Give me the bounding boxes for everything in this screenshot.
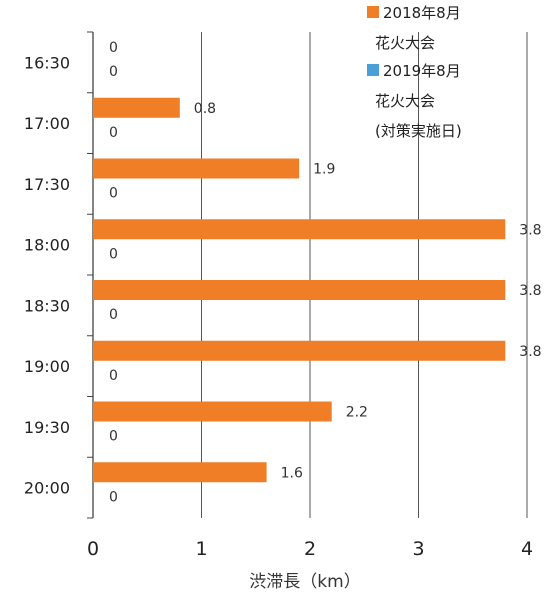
data-label-2019: 0 — [109, 246, 118, 262]
category-label: 18:00 — [24, 236, 70, 255]
x-tick-label-1: 1 — [195, 538, 207, 560]
data-label-2018: 0.8 — [194, 101, 216, 117]
category-label: 16:30 — [24, 53, 70, 72]
category-label: 19:30 — [24, 418, 70, 437]
legend-text-1: 花火大会 — [375, 92, 435, 110]
data-label-2019: 0 — [109, 307, 118, 323]
data-label-2019: 0 — [109, 64, 118, 80]
category-label: 19:00 — [24, 357, 70, 376]
axes — [87, 31, 94, 519]
bars — [93, 97, 506, 483]
x-tick-label-3: 3 — [412, 538, 424, 560]
legend-swatch-0 — [367, 6, 379, 18]
legend-swatch-1 — [367, 64, 379, 76]
data-label-2019: 0 — [109, 186, 118, 202]
data-label-2019: 0 — [109, 489, 118, 505]
category-label: 20:00 — [24, 479, 70, 498]
labels: 0 1 2 3 4 16:30 0 0 17:00 0.8 0 17:30 1.9 0 18:00 3.8 0 1… — [24, 40, 542, 560]
data-label-2018: 2.2 — [346, 405, 368, 421]
category-label: 17:30 — [24, 175, 70, 194]
bar-2018-19:30 — [93, 401, 332, 422]
data-label-2018: 1.9 — [313, 162, 335, 178]
x-tick-label-4: 4 — [521, 538, 533, 560]
data-label-2018: 0 — [109, 40, 118, 56]
legend-text-1: (対策実施日) — [375, 122, 462, 140]
category-label: 17:00 — [24, 114, 70, 133]
data-label-2018: 3.8 — [519, 283, 541, 299]
x-tick-label-2: 2 — [304, 538, 316, 560]
x-axis-title: 渋滞長（km） — [249, 572, 360, 592]
bar-2018-17:30 — [93, 158, 300, 179]
category-label: 18:30 — [24, 296, 70, 315]
bar-2018-18:30 — [93, 280, 506, 300]
bar-2018-18:00 — [93, 219, 506, 240]
legend-text-0: 2018年8月 — [383, 4, 461, 22]
bar-2018-20:00 — [93, 462, 267, 483]
data-label-2019: 0 — [109, 368, 118, 384]
x-tick-label-0: 0 — [87, 538, 99, 560]
data-label-2018: 1.6 — [281, 465, 303, 481]
bar-2018-19:00 — [93, 340, 506, 361]
data-label-2019: 0 — [109, 429, 118, 445]
legend-text-1: 2019年8月 — [383, 62, 461, 80]
legend-text-0: 花火大会 — [375, 34, 435, 52]
bar-2018-17:00 — [93, 97, 180, 118]
data-label-2018: 3.8 — [519, 344, 541, 360]
data-label-2018: 3.8 — [519, 222, 541, 238]
grid-lines — [201, 32, 528, 518]
data-label-2019: 0 — [109, 125, 118, 141]
